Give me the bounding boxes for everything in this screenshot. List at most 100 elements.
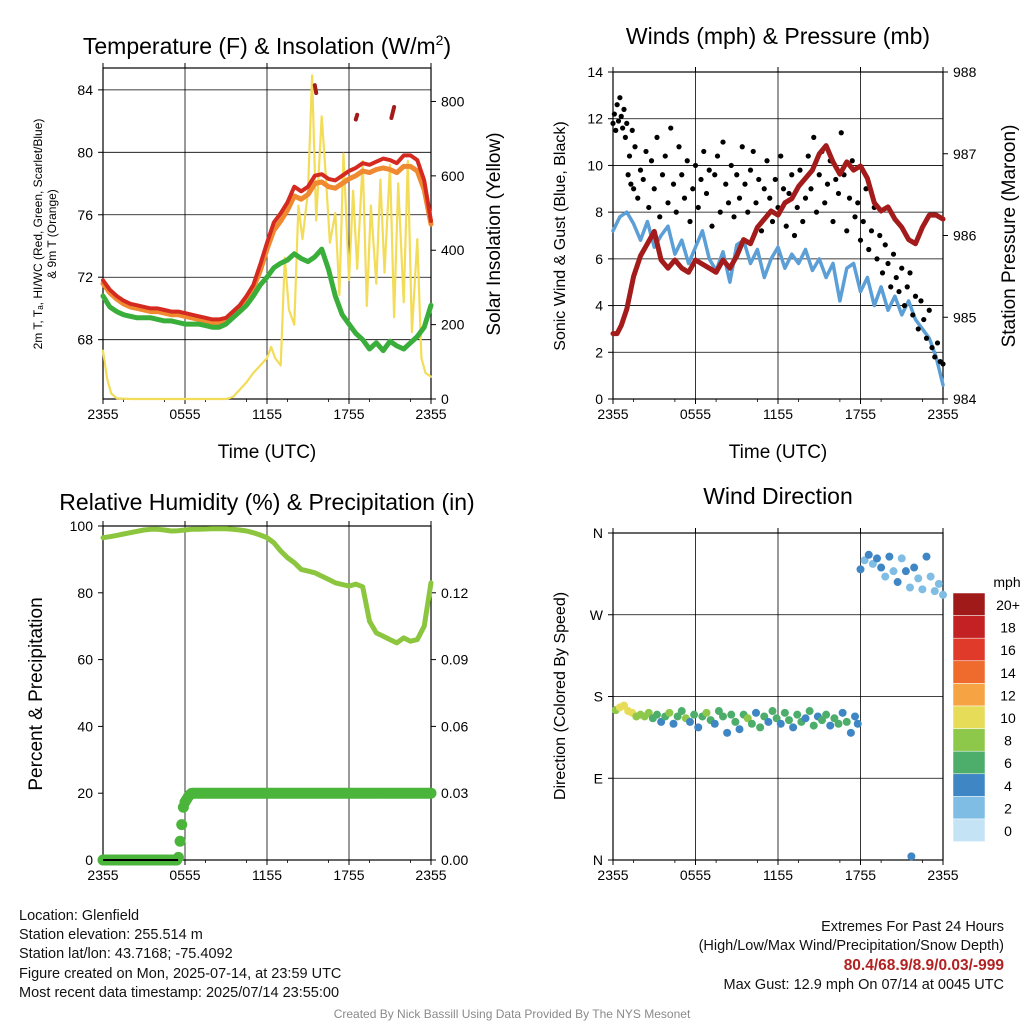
heat-index-segment (312, 83, 319, 95)
recent-timestamp: Most recent data timestamp: 2025/07/14 2… (19, 984, 340, 1001)
direction-point (842, 717, 851, 726)
gust-point (625, 172, 631, 178)
credit-line: Created By Nick Bassill Using Data Provi… (333, 1007, 691, 1021)
gust-point (717, 209, 723, 215)
direction-point (723, 728, 732, 737)
direction-point (620, 701, 628, 710)
gust-point (706, 167, 712, 173)
gust-point (676, 144, 682, 150)
gust-point (816, 172, 822, 178)
gust-point (802, 195, 809, 201)
colorbar-label: 18 (1000, 620, 1016, 636)
gust-point (855, 200, 861, 206)
direction-point (864, 550, 873, 559)
gust-point (648, 158, 655, 164)
gust-point (915, 326, 921, 332)
gust-point (643, 148, 649, 155)
gust-point (720, 139, 726, 145)
colorbar-label: 0 (1004, 823, 1012, 839)
gust-point (923, 335, 930, 341)
direction-point (860, 556, 869, 565)
gust-point (654, 134, 660, 140)
gust-point (611, 111, 617, 117)
direction-point (694, 723, 703, 732)
direction-ytick-label: N (593, 852, 603, 868)
winds-y2tick-label: 985 (953, 309, 977, 325)
gust-point (899, 265, 905, 271)
gust-point (758, 228, 765, 234)
gust-point (687, 218, 693, 225)
gust-point (863, 186, 869, 192)
gust-point (745, 209, 751, 215)
direction-point (665, 708, 674, 717)
gust-point (622, 134, 628, 140)
gust-point (703, 190, 710, 197)
gust-point (849, 158, 855, 164)
direction-chart-title: Wind Direction (703, 483, 853, 509)
colorbar-swatch (952, 683, 986, 707)
gust-point (615, 118, 622, 124)
rh-y2tick-label: 0.09 (441, 652, 468, 668)
gust-point (728, 162, 734, 169)
gust-point (698, 176, 704, 183)
gust-point (628, 181, 634, 187)
temp-y2tick-label: 400 (441, 242, 465, 258)
direction-point (764, 717, 773, 726)
direction-point (743, 714, 752, 723)
rh-y2tick-label: 0.03 (441, 785, 468, 801)
colorbar-label: 6 (1004, 755, 1012, 771)
gust-point (772, 176, 778, 183)
temp-xtick-label: 1755 (333, 406, 364, 422)
gust-point (852, 214, 858, 220)
direction-point (793, 710, 802, 719)
direction-point (834, 719, 843, 728)
gust-point (835, 190, 842, 197)
dewpoint-line (100, 246, 434, 354)
colorbar-label: 2 (1004, 800, 1012, 816)
gust-point (692, 162, 699, 169)
gust-point (797, 167, 803, 173)
temp-ytick-label: 68 (77, 332, 93, 348)
gust-point (632, 144, 638, 150)
gust-point (868, 228, 875, 234)
gust-point (739, 144, 745, 150)
direction-xtick-label: 1155 (763, 867, 793, 883)
station-elevation: Station elevation: 255.514 m (19, 927, 203, 944)
direction-point (752, 708, 760, 717)
winds-xlabel: Time (UTC) (729, 442, 828, 463)
colorbar-swatch (952, 615, 986, 639)
colorbar-swatch (952, 660, 986, 684)
direction-ytick-label: E (594, 770, 603, 786)
gust-point (833, 176, 839, 183)
winds-ytick-label: 4 (595, 298, 603, 314)
winds-xtick-label: 0555 (680, 406, 711, 422)
direction-point (889, 567, 898, 576)
precip-point (425, 787, 437, 799)
station-info: Location: Glenfield Station elevation: 2… (19, 907, 341, 1003)
precip-point (176, 819, 188, 831)
rh-xtick-label: 1155 (252, 867, 282, 883)
direction-point (897, 554, 906, 563)
colorbar-swatch (952, 750, 986, 775)
gust-point (830, 218, 836, 225)
temp-ylabel-line1: 2m T, Tₐ, HI/WC (Red, Green, Scarlet/Blu… (31, 119, 45, 350)
temp-ytick-label: 84 (77, 82, 93, 98)
gust-point (893, 274, 899, 281)
gust-point (874, 256, 880, 262)
insolation-line (101, 74, 433, 401)
winds-ylabel: Sonic Wind & Gust (Blue, Black) (552, 121, 569, 350)
rh-xtick-label: 0555 (169, 867, 200, 883)
gust-point (673, 209, 679, 215)
direction-point (747, 719, 756, 728)
gust-point (921, 316, 927, 323)
gust-point (789, 172, 795, 178)
gust-point (618, 113, 624, 119)
gust-point (904, 284, 910, 290)
direction-point (653, 710, 661, 719)
gust-point (910, 312, 916, 318)
winds-ytick-label: 6 (595, 251, 603, 267)
gust-point (712, 172, 718, 178)
gust-point (620, 125, 626, 131)
colorbar-swatch (952, 705, 986, 729)
gust-point (681, 195, 688, 201)
